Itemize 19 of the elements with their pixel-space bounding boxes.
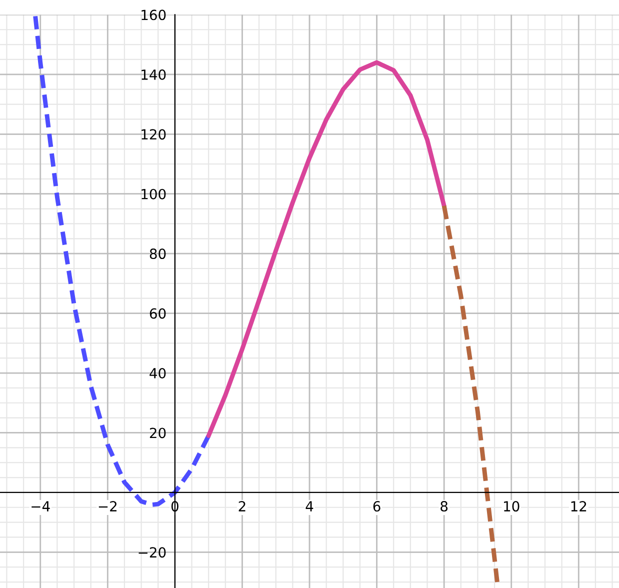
y-tick-label: 20 [150, 428, 166, 438]
x-tick-label: 6 [373, 501, 380, 512]
y-tick-label: 120 [142, 129, 166, 140]
line-series [442, 204, 500, 584]
y-tick-label: 160 [142, 10, 166, 20]
x-tick-label: 2 [238, 501, 246, 512]
x-tick-label: 10 [504, 501, 520, 512]
y-tick-label: 140 [142, 69, 166, 80]
x-tick-label: 12 [571, 501, 586, 512]
y-tick-label: 80 [150, 248, 166, 260]
x-tick-label: 4 [306, 501, 314, 512]
x-tick-label: −2 [98, 501, 116, 512]
x-tick-label: −4 [32, 501, 50, 512]
x-tick-label: 8 [440, 501, 448, 512]
y-tick-label: 60 [150, 308, 166, 319]
line-series [206, 60, 446, 438]
y-tick-label: 40 [150, 368, 166, 378]
y-tick-label: 100 [142, 188, 166, 200]
y-tick-label: −20 [138, 547, 166, 558]
